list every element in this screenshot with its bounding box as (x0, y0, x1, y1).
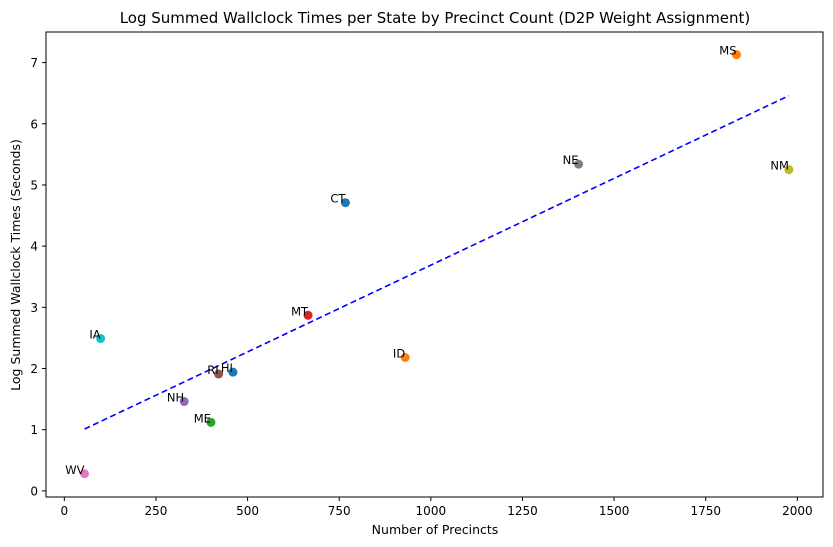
trendline-layer (84, 94, 790, 430)
points-layer (79, 50, 794, 479)
data-point-wv (79, 469, 89, 479)
point-label-me: ME (194, 411, 211, 425)
trendline (84, 94, 790, 430)
point-label-ct: CT (330, 192, 346, 206)
data-point-me (206, 417, 216, 427)
y-axis-label: Log Summed Wallclock Times (Seconds) (8, 139, 23, 391)
data-point-ne (574, 159, 584, 169)
data-point-nm (784, 165, 794, 175)
point-label-wv: WV (65, 463, 84, 477)
data-point-mt (303, 310, 313, 320)
point-labels-layer: MS NE NM CT MT IA ID RI HI NH ME WV (65, 44, 789, 477)
point-label-id: ID (393, 347, 405, 361)
point-label-nh: NH (167, 391, 184, 405)
y-tick-label: 2 (30, 362, 38, 376)
chart-title: Log Summed Wallclock Times per State by … (120, 9, 751, 27)
x-tick-label: 750 (328, 504, 351, 518)
x-axis-label: Number of Precincts (372, 522, 499, 537)
x-tick-label: 2000 (782, 504, 813, 518)
data-point-nh (179, 397, 189, 407)
point-label-mt: MT (291, 304, 309, 318)
y-tick-label: 0 (30, 484, 38, 498)
y-axis-ticks: 0 1 2 3 4 5 6 7 (30, 56, 46, 498)
y-tick-label: 7 (30, 56, 38, 70)
y-tick-label: 4 (30, 240, 38, 254)
y-tick-label: 5 (30, 178, 38, 192)
point-label-ri: RI (207, 363, 218, 377)
point-label-ne: NE (563, 153, 579, 167)
data-point-ia (96, 334, 106, 344)
point-label-ia: IA (89, 328, 100, 342)
y-tick-label: 1 (30, 423, 38, 437)
data-point-hi (228, 367, 238, 377)
y-tick-label: 6 (30, 117, 38, 131)
point-label-nm: NM (770, 159, 789, 173)
x-tick-label: 500 (236, 504, 259, 518)
point-label-hi: HI (221, 361, 233, 375)
data-point-id (400, 353, 410, 362)
x-tick-label: 1000 (416, 504, 447, 518)
x-tick-label: 1500 (599, 504, 630, 518)
x-axis-ticks: 0 250 500 750 1000 1250 1500 1750 2000 (61, 497, 813, 518)
data-point-ri (214, 369, 224, 379)
x-tick-label: 250 (144, 504, 167, 518)
point-label-ms: MS (719, 44, 736, 58)
y-tick-label: 3 (30, 301, 38, 315)
data-point-ms (732, 50, 742, 60)
plot-area (46, 32, 823, 497)
x-tick-label: 1250 (507, 504, 538, 518)
x-tick-label: 1750 (690, 504, 721, 518)
plot-frame (45, 31, 824, 498)
x-tick-label: 0 (61, 504, 69, 518)
data-point-ct (340, 198, 350, 208)
